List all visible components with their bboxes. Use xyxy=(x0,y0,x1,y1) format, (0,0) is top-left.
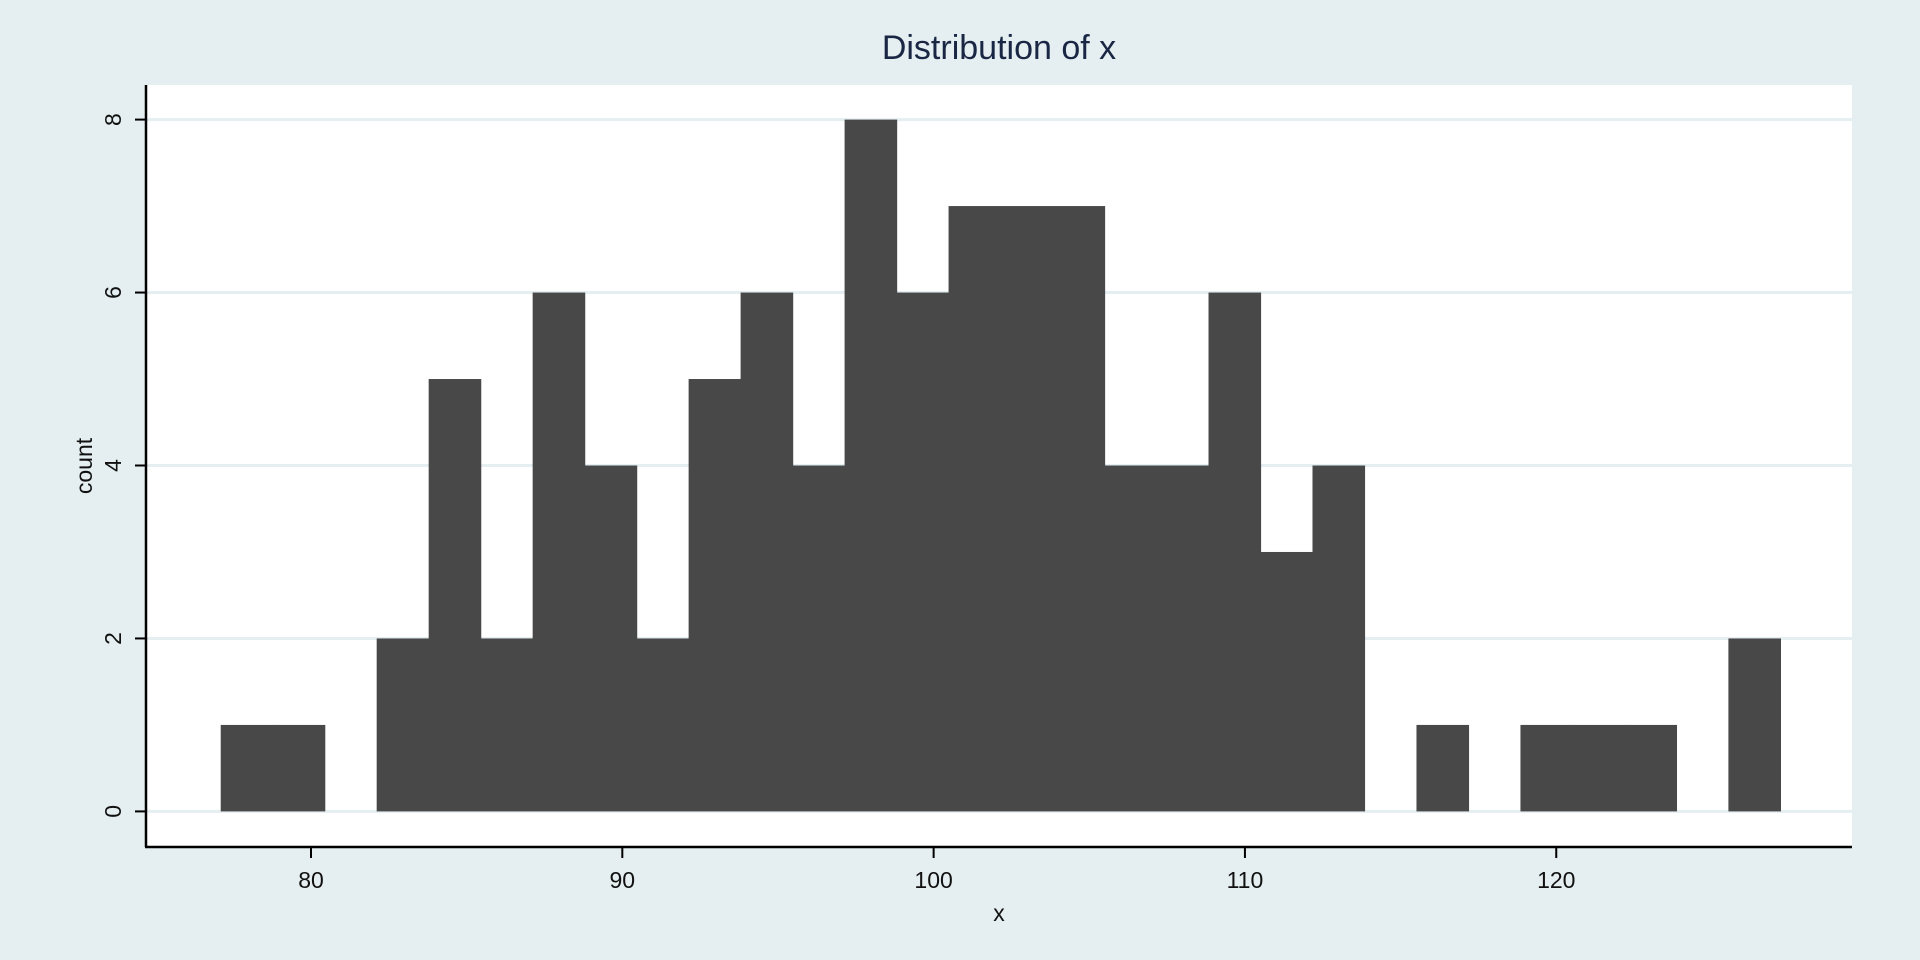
histogram-bar-16 xyxy=(1104,465,1158,812)
histogram-bar-17 xyxy=(1156,465,1210,812)
histogram-bar-20 xyxy=(1312,465,1366,812)
histogram-bar-8 xyxy=(688,379,742,812)
y-tick-label-8: 8 xyxy=(100,113,126,126)
histogram-bar-24 xyxy=(1624,724,1678,812)
histogram-bar-12 xyxy=(896,292,950,812)
histogram-bar-21 xyxy=(1416,724,1470,812)
bars xyxy=(220,119,1781,812)
histogram-bar-22 xyxy=(1520,724,1574,812)
x-axis-label: x xyxy=(993,900,1005,926)
histogram-bar-11 xyxy=(844,119,898,812)
histogram-bar-7 xyxy=(636,638,690,812)
chart-title: Distribution of x xyxy=(882,29,1116,67)
x-tick-label-100: 100 xyxy=(914,867,952,893)
x-tick-label-80: 80 xyxy=(298,867,324,893)
histogram-bar-0 xyxy=(220,724,274,812)
y-tick-label-4: 4 xyxy=(100,459,126,472)
histogram-bar-1 xyxy=(272,724,326,812)
histogram-bar-6 xyxy=(584,465,638,812)
histogram-bar-3 xyxy=(428,379,482,812)
x-tick-label-90: 90 xyxy=(610,867,636,893)
y-tick-label-2: 2 xyxy=(100,632,126,645)
histogram-bar-5 xyxy=(532,292,586,812)
histogram-bar-15 xyxy=(1052,206,1106,812)
histogram-bar-9 xyxy=(740,292,794,812)
y-tick-label-0: 0 xyxy=(100,805,126,818)
y-tick-label-6: 6 xyxy=(100,286,126,299)
histogram-bar-10 xyxy=(792,465,846,812)
x-tick-label-120: 120 xyxy=(1537,867,1575,893)
histogram-bar-14 xyxy=(1000,206,1054,812)
histogram-bar-4 xyxy=(480,638,534,812)
histogram-bar-25 xyxy=(1728,638,1781,812)
x-tick-label-110: 110 xyxy=(1227,867,1264,893)
histogram-bar-23 xyxy=(1572,724,1626,812)
histogram-bar-19 xyxy=(1260,551,1314,812)
histogram-bar-18 xyxy=(1208,292,1262,812)
ticks: 80 90 100 110 120 0 2 4 6 8 xyxy=(100,113,1575,893)
y-axis-label: count xyxy=(71,437,97,494)
histogram-bar-2 xyxy=(376,638,430,812)
histogram-bar-13 xyxy=(948,206,1002,812)
